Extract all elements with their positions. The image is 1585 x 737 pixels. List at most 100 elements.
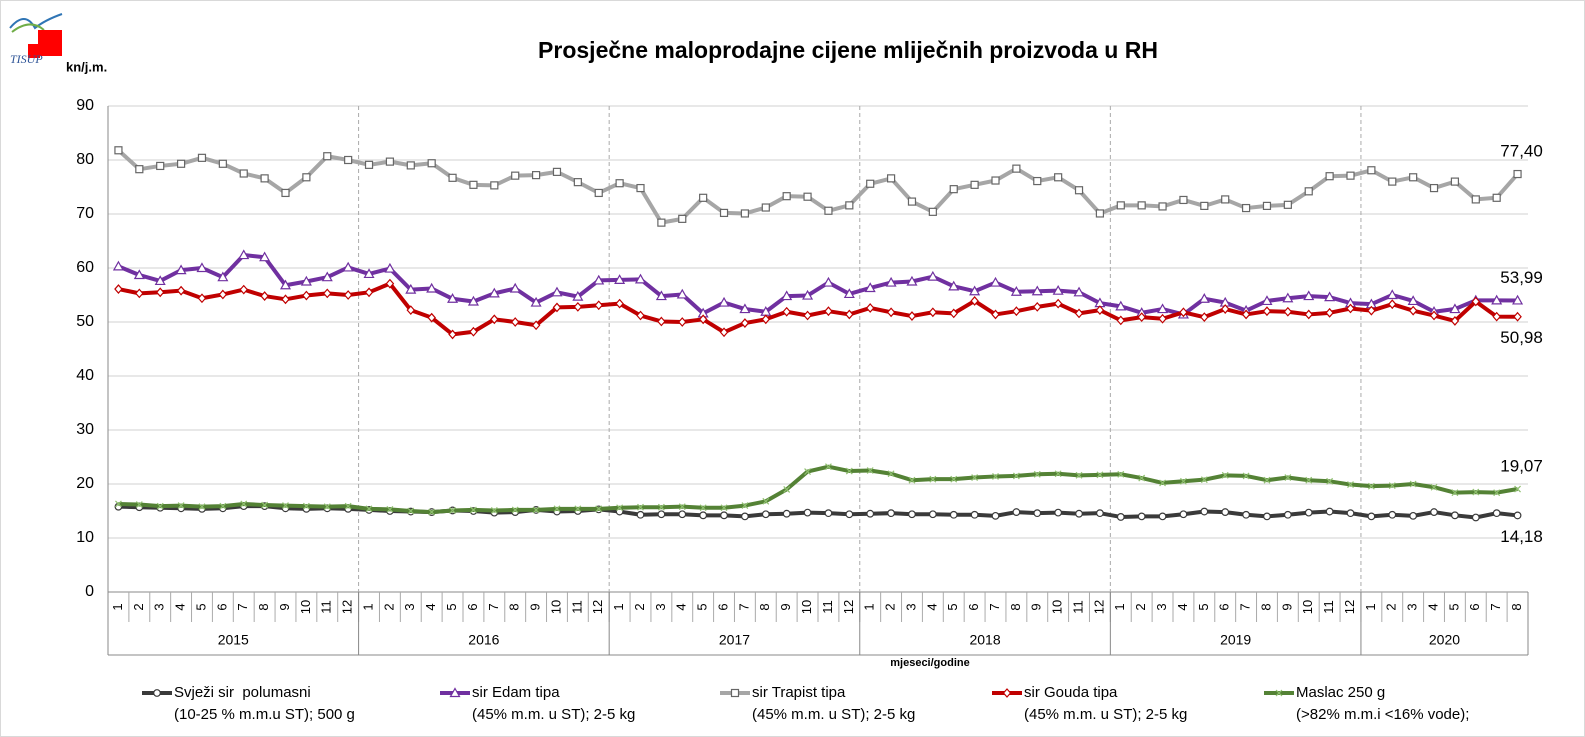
- marker: [281, 188, 290, 198]
- marker: [531, 171, 541, 180]
- year-label: 2018: [969, 632, 1000, 648]
- marker: [1407, 295, 1419, 306]
- marker: [511, 171, 520, 180]
- marker: [761, 314, 771, 325]
- marker: [593, 274, 605, 285]
- marker: [1117, 470, 1125, 478]
- marker: [261, 501, 269, 509]
- marker: [594, 300, 604, 311]
- marker: [1492, 193, 1501, 202]
- x-tick-label: 11: [1321, 600, 1336, 614]
- marker: [991, 309, 1000, 320]
- marker: [699, 504, 707, 512]
- marker: [887, 470, 895, 478]
- x-tick-label: 5: [945, 603, 960, 610]
- x-tick-label: 12: [841, 600, 856, 614]
- marker: [1220, 304, 1230, 314]
- y-tick-label: 40: [76, 367, 94, 384]
- marker: [1451, 489, 1459, 497]
- marker: [908, 476, 916, 484]
- y-tick-label: 10: [76, 529, 94, 546]
- marker: [448, 173, 457, 182]
- marker: [282, 502, 289, 510]
- x-tick-label: 5: [1196, 603, 1211, 610]
- logo-square: [38, 30, 62, 56]
- marker: [634, 273, 647, 284]
- marker: [636, 183, 645, 193]
- marker: [1096, 471, 1104, 479]
- marker: [426, 282, 438, 293]
- marker: [1471, 513, 1480, 522]
- marker: [866, 509, 875, 518]
- legend-item: sir Gouda tipa (45% m.m. u ST); 2-5 kg: [990, 682, 1187, 726]
- marker: [803, 310, 812, 321]
- marker: [970, 180, 979, 189]
- marker: [1012, 306, 1021, 317]
- x-tick-label: 10: [1300, 600, 1315, 614]
- marker: [1012, 164, 1021, 173]
- marker: [929, 475, 937, 483]
- marker: [1033, 509, 1042, 518]
- marker: [386, 505, 394, 513]
- marker: [115, 500, 122, 508]
- marker: [1198, 293, 1210, 303]
- marker: [385, 278, 395, 289]
- marker: [1346, 303, 1355, 314]
- marker: [1138, 474, 1146, 482]
- marker: [1449, 303, 1461, 314]
- marker: [1472, 488, 1480, 496]
- marker: [1429, 183, 1439, 193]
- marker: [385, 157, 395, 166]
- marker: [344, 502, 352, 510]
- marker: [1200, 312, 1209, 323]
- x-tick-label: 10: [799, 600, 814, 614]
- marker: [551, 286, 563, 297]
- x-tick-label: 9: [1279, 603, 1294, 610]
- x-tick-label: 9: [528, 603, 543, 610]
- marker: [803, 192, 812, 201]
- marker: [865, 303, 875, 313]
- marker: [1200, 201, 1209, 210]
- marker: [279, 279, 292, 290]
- marker: [1179, 510, 1188, 519]
- marker: [1074, 186, 1084, 195]
- marker: [866, 467, 874, 474]
- marker: [655, 290, 667, 301]
- x-tick-label: 7: [486, 603, 501, 610]
- legend-swatch: [720, 688, 750, 698]
- marker: [615, 298, 624, 309]
- marker: [530, 296, 542, 307]
- marker: [406, 161, 415, 170]
- marker: [866, 179, 875, 188]
- marker: [1305, 476, 1313, 484]
- marker: [1275, 689, 1283, 697]
- x-tick-label: 10: [548, 600, 563, 614]
- marker: [176, 285, 186, 296]
- x-tick-label: 6: [214, 603, 229, 610]
- marker: [1492, 311, 1501, 322]
- x-tick-label: 10: [298, 600, 313, 614]
- x-tick-label: 5: [444, 603, 459, 610]
- marker: [511, 506, 519, 514]
- marker: [1221, 471, 1229, 479]
- marker: [720, 511, 728, 520]
- marker: [616, 504, 624, 512]
- marker: [1031, 285, 1043, 296]
- marker: [197, 153, 207, 162]
- marker: [699, 193, 708, 202]
- marker: [678, 503, 686, 511]
- end-label: 53,99: [1500, 268, 1543, 287]
- marker: [405, 283, 417, 294]
- marker: [467, 295, 479, 306]
- marker: [1262, 306, 1272, 317]
- x-tick-label: 8: [1258, 603, 1273, 610]
- marker: [1492, 509, 1501, 518]
- x-tick-label: 3: [903, 603, 918, 610]
- x-tick-label: 8: [507, 603, 522, 610]
- marker: [197, 293, 207, 304]
- marker: [1012, 508, 1021, 516]
- marker: [218, 289, 228, 300]
- marker: [135, 501, 143, 508]
- marker: [365, 505, 373, 513]
- marker: [218, 159, 227, 168]
